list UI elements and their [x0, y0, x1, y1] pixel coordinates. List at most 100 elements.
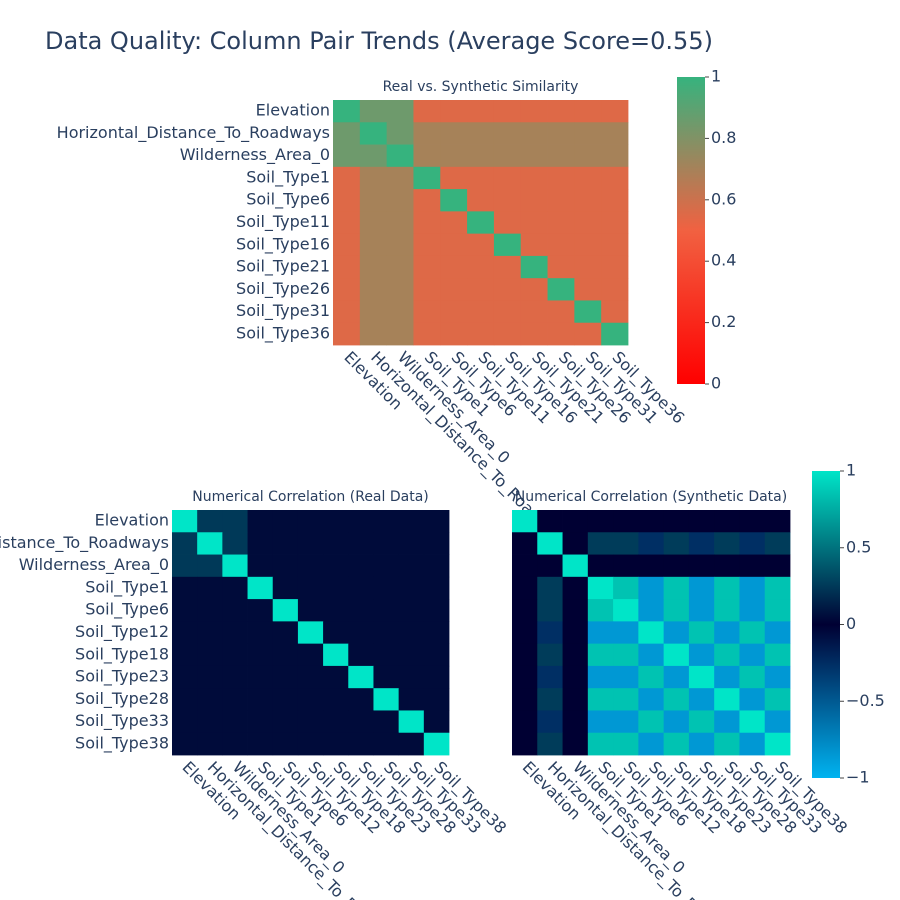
heatmap-cell — [172, 643, 198, 667]
figure-title: Data Quality: Column Pair Trends (Averag… — [45, 27, 713, 55]
heatmap-cell — [172, 554, 198, 578]
heatmap-cell — [398, 554, 425, 578]
colorbar-tick-label: 0.4 — [711, 251, 736, 270]
heatmap-cell — [172, 576, 198, 600]
heatmap-cell — [323, 643, 349, 667]
heatmap-cell — [467, 322, 495, 346]
heatmap-cell — [222, 688, 248, 711]
heatmap-cell — [247, 688, 274, 711]
heatmap-cell — [197, 643, 223, 667]
heatmap-cell — [562, 621, 589, 645]
heatmap-cell — [323, 510, 349, 533]
y-tick-label: Horizontal_Distance_To_Roadways — [57, 123, 330, 143]
heatmap-cell — [348, 643, 374, 667]
heatmap-cell — [333, 100, 361, 123]
heatmap-cell — [247, 599, 274, 622]
heatmap-cell — [520, 300, 548, 324]
colorbar-tick-label: 1 — [846, 461, 856, 480]
heatmap-cell — [574, 166, 602, 190]
y-tick-label: Soil_Type12 — [75, 622, 169, 642]
y-tick-label: Soil_Type28 — [75, 689, 169, 709]
heatmap-cell — [688, 732, 715, 756]
heatmap-cell — [386, 322, 414, 346]
heatmap-cell — [247, 510, 274, 533]
heatmap-cell — [272, 643, 299, 667]
heatmap-cell — [764, 732, 791, 756]
heatmap-cell — [574, 278, 602, 301]
heatmap-cell — [386, 166, 414, 190]
heatmap-cell — [601, 278, 629, 301]
heatmap-cell — [493, 122, 522, 145]
heatmap-cell — [587, 732, 614, 756]
heatmap-cell — [512, 710, 538, 734]
heatmap-cell — [348, 576, 374, 600]
heatmap-cell — [373, 688, 400, 711]
heatmap-cell — [222, 510, 248, 533]
heatmap-cell — [247, 710, 274, 734]
heatmap-cell — [467, 255, 495, 279]
heatmap-cell — [520, 322, 548, 346]
heatmap-cell — [587, 665, 614, 689]
heatmap-cell — [562, 576, 589, 600]
heatmap-cell — [638, 710, 665, 734]
heatmap-cell — [197, 554, 223, 578]
heatmap-cell — [512, 643, 538, 667]
heatmap-cell — [333, 322, 361, 346]
heatmap-cell — [547, 144, 575, 168]
heatmap-cell — [467, 166, 495, 190]
heatmap-cell — [537, 621, 563, 645]
heatmap-cell — [764, 532, 791, 555]
heatmap-cell — [348, 665, 374, 689]
heatmap-cell — [272, 599, 299, 622]
heatmap-cell — [714, 665, 740, 689]
heatmap-cell — [493, 189, 522, 212]
heatmap-cell — [739, 621, 766, 645]
heatmap-cell — [398, 532, 425, 555]
heatmap-cell — [764, 510, 791, 533]
heatmap-cell — [638, 643, 665, 667]
heatmap-cell — [323, 732, 349, 756]
heatmap-cell — [440, 100, 468, 123]
colorbar — [812, 471, 840, 778]
heatmap-cell — [638, 599, 665, 622]
heatmap-cell — [587, 710, 614, 734]
heatmap-cell — [613, 621, 639, 645]
heatmap-cell — [739, 554, 766, 578]
heatmap-cell — [297, 532, 324, 555]
heatmap-cell — [398, 665, 425, 689]
heatmap-cell — [562, 710, 589, 734]
heatmap-cell — [348, 621, 374, 645]
heatmap-cell — [373, 599, 400, 622]
y-tick-label: Soil_Type38 — [75, 733, 169, 753]
y-tick-label: Soil_Type6 — [246, 190, 330, 210]
heatmap-cell — [297, 599, 324, 622]
heatmap-cell — [739, 510, 766, 533]
heatmap-cell — [688, 554, 715, 578]
heatmap-cell — [574, 233, 602, 257]
heatmap-cell — [297, 732, 324, 756]
heatmap-cell — [386, 300, 414, 324]
heatmap-cell — [440, 211, 468, 235]
y-tick-label: Wilderness_Area_0 — [19, 555, 169, 575]
heatmap-cell — [714, 599, 740, 622]
heatmap-cell — [574, 122, 602, 145]
heatmap-cell — [172, 688, 198, 711]
heatmap-cell — [423, 621, 450, 645]
heatmap-cell — [333, 255, 361, 279]
heatmap-cell — [323, 621, 349, 645]
heatmap-cell — [333, 278, 361, 301]
heatmap-cell — [348, 688, 374, 711]
heatmap-cell — [398, 576, 425, 600]
heatmap-cell — [423, 599, 450, 622]
heatmap-cell — [197, 576, 223, 600]
heatmap-cell — [359, 322, 388, 346]
heatmap-cell — [520, 122, 548, 145]
heatmap-cell — [197, 621, 223, 645]
colorbar-tick-label: 0 — [846, 614, 856, 633]
heatmap-cell — [512, 599, 538, 622]
heatmap-cell — [467, 211, 495, 235]
subplot-title: Real vs. Synthetic Similarity — [383, 79, 579, 95]
heatmap-cell — [272, 665, 299, 689]
heatmap-cell — [547, 278, 575, 301]
